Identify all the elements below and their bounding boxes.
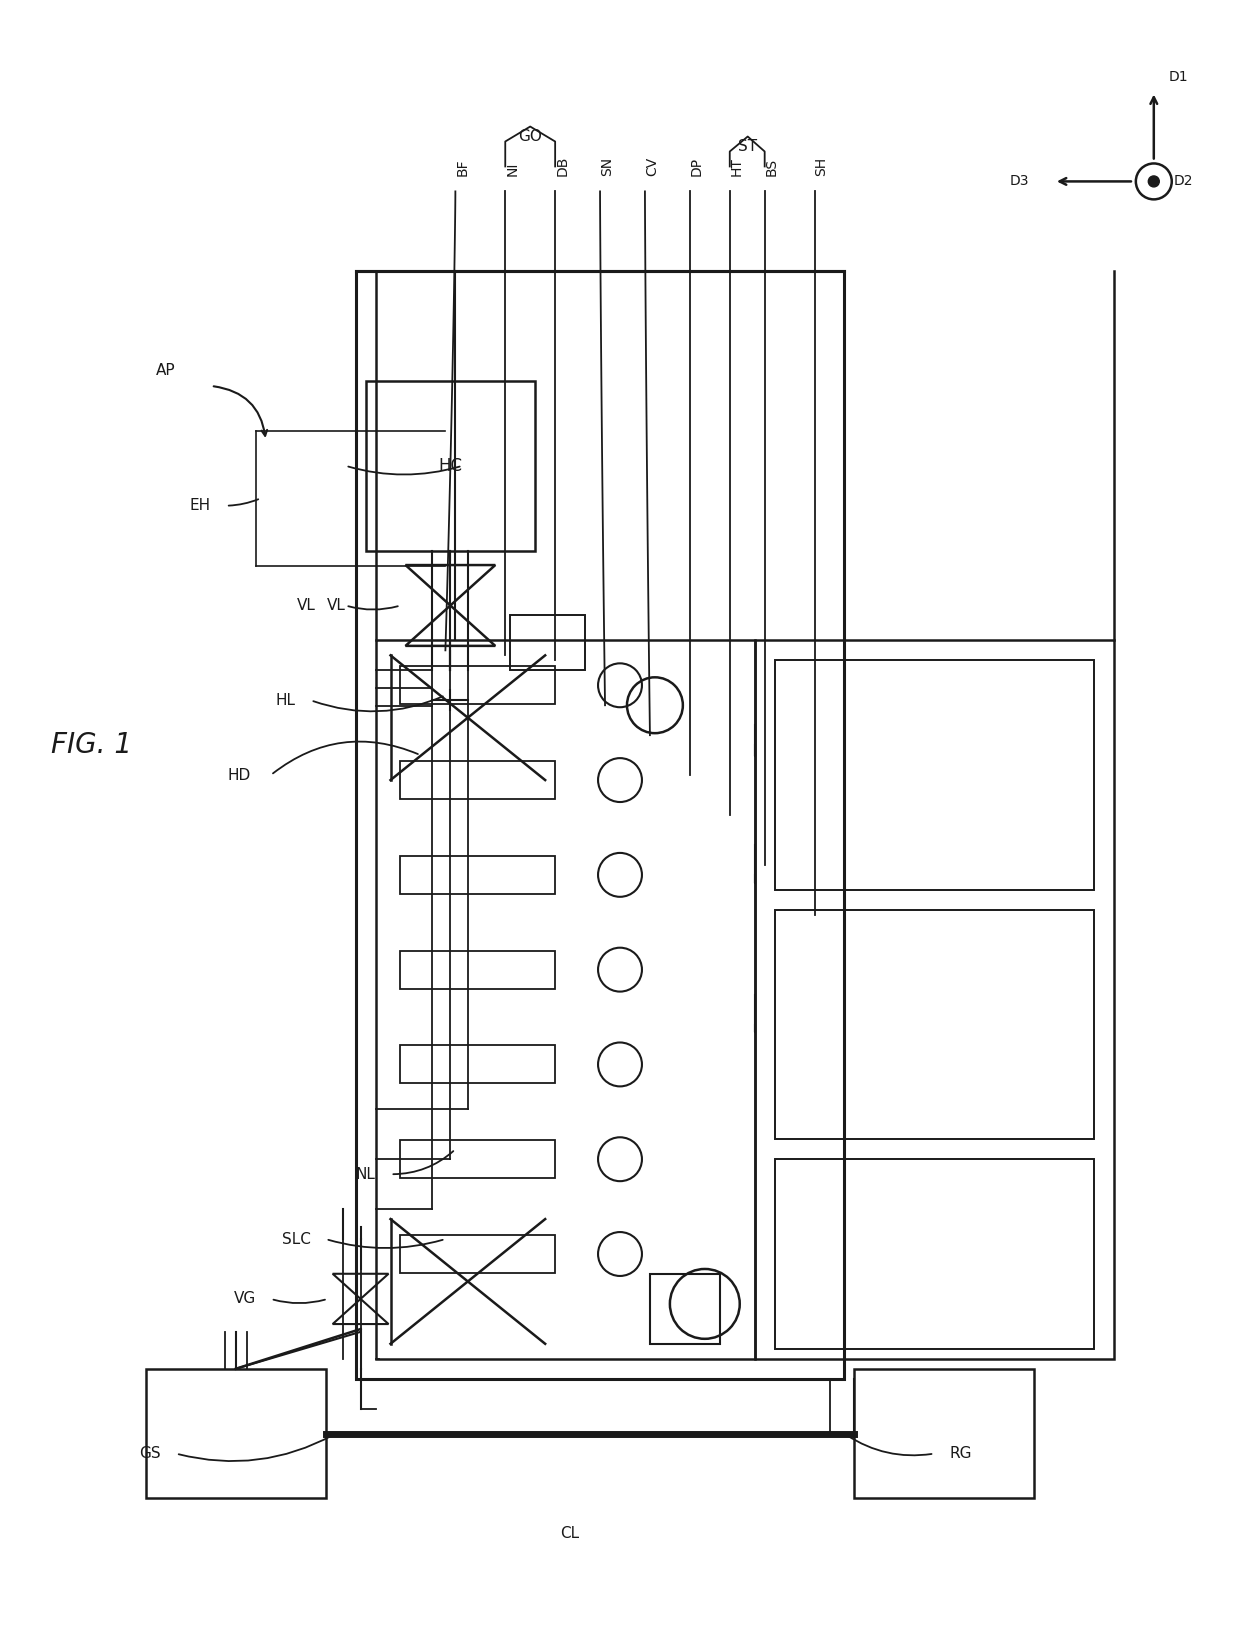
Text: SH: SH	[815, 158, 828, 177]
Text: DB: DB	[556, 156, 569, 177]
Text: ST: ST	[738, 140, 758, 154]
Circle shape	[1148, 176, 1159, 187]
Text: BS: BS	[765, 158, 779, 177]
Text: FIG. 1: FIG. 1	[51, 731, 133, 759]
Text: SLC: SLC	[281, 1232, 311, 1246]
Text: GO: GO	[518, 128, 542, 145]
Text: BF: BF	[455, 159, 470, 177]
Text: HL: HL	[275, 692, 295, 708]
Text: NL: NL	[356, 1167, 376, 1181]
Text: CV: CV	[645, 158, 658, 177]
Text: GS: GS	[139, 1446, 161, 1461]
Text: HD: HD	[228, 767, 250, 783]
Text: CL: CL	[560, 1526, 579, 1540]
Text: D2: D2	[1174, 174, 1193, 188]
Text: AP: AP	[156, 364, 176, 379]
Text: DP: DP	[689, 158, 704, 177]
Text: HC: HC	[439, 457, 463, 474]
Text: HT: HT	[730, 158, 744, 177]
Text: D3: D3	[1009, 174, 1029, 188]
Text: EH: EH	[190, 499, 211, 514]
Text: VL: VL	[327, 598, 346, 613]
Text: RG: RG	[950, 1446, 972, 1461]
Text: SN: SN	[600, 158, 614, 177]
Text: VL: VL	[296, 598, 316, 613]
Text: D1: D1	[1169, 70, 1188, 83]
Text: VG: VG	[233, 1292, 255, 1306]
Text: NI: NI	[505, 162, 520, 177]
